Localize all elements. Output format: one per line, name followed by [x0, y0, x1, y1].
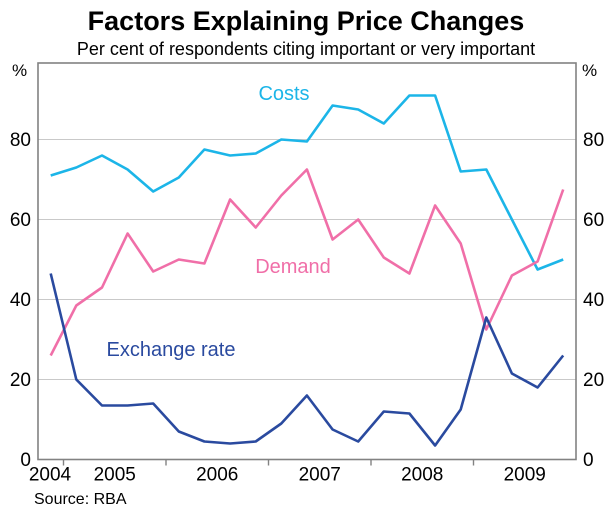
y-label-left-80: 80 — [10, 130, 31, 151]
line-exchange-rate — [49, 273, 565, 447]
x-label-2009: 2009 — [504, 465, 546, 486]
line-demand — [49, 168, 565, 357]
chart-title: Factors Explaining Price Changes — [87, 6, 525, 36]
x-label-2007: 2007 — [299, 465, 341, 486]
y-axis-unit-right: % — [582, 61, 598, 80]
y-label-right-0: 0 — [583, 450, 594, 471]
y-axis-unit-left: % — [12, 61, 28, 80]
series-label-costs: Costs — [258, 83, 310, 105]
x-label-2008: 2008 — [401, 465, 443, 486]
series-label-demand: Demand — [255, 256, 331, 278]
y-label-right-80: 80 — [583, 130, 604, 151]
series-label-exchange-rate: Exchange rate — [106, 339, 236, 361]
y-label-left-0: 0 — [20, 450, 31, 471]
chart-subtitle: Per cent of respondents citing important… — [76, 39, 536, 59]
y-label-left-60: 60 — [10, 210, 31, 231]
line-costs — [50, 94, 564, 271]
x-label-2004: 2004 — [29, 465, 72, 486]
y-label-right-40: 40 — [583, 290, 604, 311]
x-label-2006: 2006 — [196, 465, 238, 486]
y-label-left-40: 40 — [10, 290, 31, 311]
y-label-right-60: 60 — [583, 210, 604, 231]
y-label-right-20: 20 — [583, 370, 604, 391]
x-label-2005: 2005 — [94, 465, 136, 486]
y-label-left-20: 20 — [10, 370, 31, 391]
source-note: Source: RBA — [34, 491, 127, 508]
plot-frame — [37, 62, 577, 461]
